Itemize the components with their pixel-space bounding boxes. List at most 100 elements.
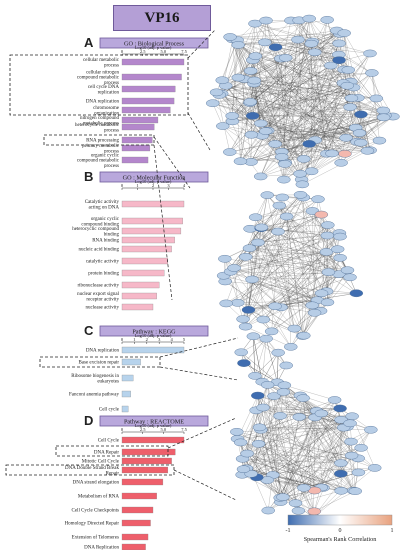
- network-edge: [340, 429, 371, 474]
- network-node: [354, 110, 368, 119]
- term-label: Ribosome biogenesis in: [71, 374, 119, 379]
- network-node: [319, 248, 334, 256]
- network-node: [352, 129, 367, 137]
- network-edge: [225, 281, 295, 329]
- network-edge: [314, 417, 324, 488]
- network-bp: [206, 14, 400, 189]
- legend-max-label: 1: [391, 528, 394, 534]
- network-edge: [226, 235, 328, 304]
- network-node: [320, 16, 334, 24]
- network-edge: [224, 258, 329, 273]
- network-edge: [223, 205, 280, 276]
- network-edge: [226, 249, 338, 304]
- network-edge: [229, 58, 281, 153]
- network-node: [271, 227, 285, 236]
- network-edge: [243, 427, 260, 470]
- network-node: [239, 253, 253, 261]
- network-edge: [249, 197, 304, 229]
- network-edge: [232, 115, 361, 143]
- network-node: [243, 98, 258, 106]
- network-edge: [256, 408, 341, 411]
- network-edge: [313, 417, 316, 518]
- network-edge: [262, 338, 267, 382]
- network-node: [260, 381, 275, 389]
- network-node: [259, 334, 273, 343]
- network-edge: [294, 305, 313, 329]
- highlight-box: [55, 445, 169, 457]
- term-label: cellular nitrogen: [86, 70, 119, 75]
- network-node: [256, 403, 270, 412]
- network-edge: [232, 39, 276, 144]
- network-edge: [246, 468, 322, 488]
- network-edge: [258, 443, 352, 456]
- network-node: [261, 506, 275, 515]
- network-edge: [259, 427, 371, 430]
- x-tick-label: 7.5: [181, 427, 187, 432]
- network-edge: [360, 116, 394, 143]
- term-label: DNA Repair: [94, 451, 119, 456]
- network-edge: [280, 233, 340, 308]
- network-edge: [345, 97, 358, 138]
- network-node: [291, 506, 306, 515]
- network-edge: [222, 125, 302, 180]
- network-edge: [272, 455, 352, 476]
- network-edge: [249, 248, 348, 271]
- network-edge: [245, 256, 313, 306]
- bar: [121, 200, 185, 208]
- network-node: [272, 201, 287, 210]
- x-tick-label: 4: [183, 183, 186, 188]
- term-label: organization: [94, 111, 119, 116]
- term-label: Cell Cycle Checkpoints: [72, 509, 120, 514]
- network-edge: [232, 65, 331, 122]
- term-label: chromosome: [93, 106, 120, 111]
- network-edge: [252, 257, 341, 280]
- network-node: [251, 440, 266, 448]
- network-node: [236, 465, 251, 473]
- term-label: RNA processing: [86, 139, 119, 144]
- network-node: [343, 273, 357, 282]
- network-edge: [284, 53, 371, 164]
- network-node: [302, 140, 316, 148]
- network-edge: [229, 36, 310, 144]
- network-edge: [225, 232, 340, 282]
- network-node: [268, 302, 282, 311]
- panel-header-A: GO : Biological Process: [124, 41, 185, 48]
- term-label: primary metabolic: [82, 144, 120, 149]
- network-edge: [267, 447, 362, 481]
- term-label: process: [104, 149, 119, 154]
- network-edge: [261, 227, 304, 336]
- network-edge: [263, 407, 341, 409]
- network-edge: [283, 19, 328, 180]
- bar: [121, 269, 165, 277]
- network-node: [216, 122, 230, 130]
- network-edge: [244, 78, 354, 88]
- network-edge: [257, 395, 314, 518]
- network-edge: [245, 256, 348, 271]
- network-node: [354, 138, 368, 147]
- network-node: [278, 54, 293, 62]
- network-edge: [312, 211, 315, 313]
- network-edge: [311, 83, 344, 172]
- network-edge: [252, 65, 331, 116]
- network-node: [267, 392, 281, 400]
- network-node: [311, 195, 325, 203]
- panel-header-C: Pathway : KEGG: [132, 329, 176, 336]
- network-edge: [316, 410, 354, 491]
- network-edge: [275, 82, 344, 145]
- bar: [121, 236, 175, 244]
- network-edge: [261, 214, 322, 228]
- network-edge: [247, 453, 359, 459]
- network-edge: [262, 352, 279, 382]
- network-edge: [260, 69, 345, 177]
- network-edge: [344, 114, 362, 154]
- network-edge: [280, 423, 351, 498]
- network-edge: [312, 41, 345, 70]
- network-edge: [277, 352, 279, 383]
- network-edge: [286, 216, 329, 273]
- network-edge: [314, 417, 352, 456]
- panel-header-box: [99, 325, 209, 337]
- network-edge: [267, 384, 359, 473]
- network-edge: [284, 98, 377, 164]
- x-tick-label: 0: [121, 427, 124, 432]
